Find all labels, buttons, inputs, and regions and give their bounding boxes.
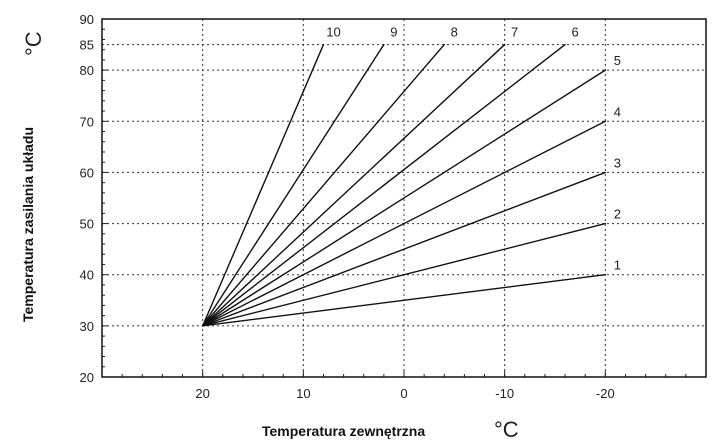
plot-border	[101, 18, 707, 378]
y-tick-label: 20	[80, 370, 94, 385]
y-tick-label: 40	[80, 268, 94, 283]
curve-line-7	[201, 43, 506, 327]
x-tick-label: 10	[296, 386, 310, 401]
x-tick-label: 20	[195, 386, 209, 401]
y-tick-label: 30	[80, 319, 94, 334]
curve-line-3	[201, 171, 607, 327]
curve-line-4	[201, 120, 607, 327]
plot-frame	[101, 18, 707, 378]
x-tick-label: -20	[596, 386, 615, 401]
heating-curves	[201, 43, 607, 327]
curve-label-3: 3	[614, 155, 621, 170]
curve-line-10	[201, 43, 325, 327]
y-tick-label: 85	[80, 38, 94, 53]
x-tick-label: -10	[495, 386, 514, 401]
curve-label-8: 8	[451, 25, 458, 40]
curve-label-7: 7	[511, 25, 518, 40]
y-axis-title: Temperatura zasilania układu	[20, 127, 36, 322]
y-tick-label: 60	[80, 165, 94, 180]
curve-label-4: 4	[614, 104, 621, 119]
y-axis-unit: °C	[21, 31, 46, 56]
curve-label-6: 6	[571, 25, 578, 40]
curve-line-8	[201, 43, 445, 327]
curve-label-1: 1	[614, 258, 621, 273]
curve-line-1	[201, 274, 607, 327]
curve-labels: 1 2 3 4 5 6 7 8 9 10	[326, 25, 621, 273]
x-axis-unit: °C	[494, 417, 519, 442]
curve-label-9: 9	[390, 25, 397, 40]
y-tick-labels: 20 30 40 50 60 70 80 85 90	[80, 12, 94, 385]
curve-label-10: 10	[326, 25, 340, 40]
curve-line-2	[201, 222, 607, 327]
curve-line-9	[201, 43, 385, 327]
curve-label-5: 5	[614, 53, 621, 68]
y-tick-label: 70	[80, 114, 94, 129]
curve-label-2: 2	[614, 207, 621, 222]
y-tick-label: 90	[80, 12, 94, 27]
x-tick-label: 0	[400, 386, 407, 401]
y-tick-label: 50	[80, 217, 94, 232]
x-axis-title: Temperatura zewnętrzna	[262, 423, 425, 439]
y-tick-label: 80	[80, 63, 94, 78]
curve-line-5	[201, 69, 607, 327]
curve-line-6	[201, 43, 566, 327]
x-tick-labels: 20 10 0 -10 -20	[195, 386, 614, 401]
